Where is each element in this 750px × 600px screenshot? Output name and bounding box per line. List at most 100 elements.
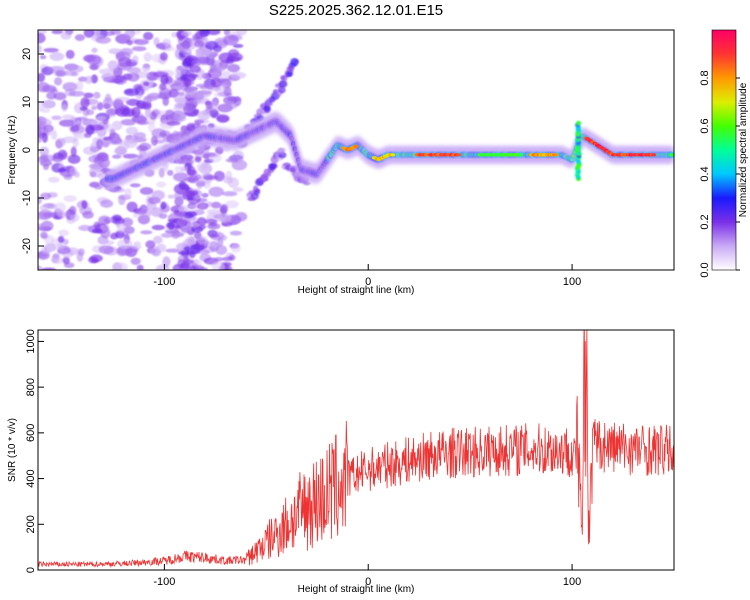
heatmap-cell [181, 30, 192, 37]
heatmap-cell [116, 223, 126, 233]
heatmap-cell [51, 30, 64, 35]
heatmap-cell [141, 64, 151, 72]
top-x-ticks: -100 0 100 [153, 264, 581, 288]
heatmap-cell [178, 250, 189, 256]
heatmap-cell [150, 135, 158, 146]
heatmap-cell [99, 224, 110, 232]
heatmap-cell [152, 235, 163, 245]
bottom-y-tick-label: 600 [25, 424, 37, 442]
heatmap-cell [126, 61, 138, 66]
heatmap-cell [38, 32, 46, 44]
bottom-y-axis-label: SNR (10 * v/v) [7, 418, 18, 482]
heatmap-cell [185, 190, 195, 198]
heatmap-cell [576, 120, 581, 126]
heatmap-cell [138, 114, 146, 125]
heatmap-layer [38, 30, 674, 270]
heatmap-cell [52, 155, 64, 163]
heatmap-cell [165, 248, 181, 253]
bottom-x-tick-label: 0 [365, 576, 371, 588]
heatmap-cell [59, 119, 75, 127]
heatmap-cell [182, 87, 195, 93]
heatmap-cell [136, 145, 149, 152]
heatmap-cell [194, 156, 202, 163]
colorbar-tick-label: 0.8 [699, 70, 711, 85]
top-y-tick-label: -20 [21, 238, 33, 254]
heatmap-cell [189, 65, 201, 73]
heatmap-cell [98, 68, 114, 75]
heatmap-cell [651, 153, 656, 157]
heatmap-cell [226, 56, 241, 62]
heatmap-cell [43, 47, 59, 53]
heatmap-cell [75, 80, 84, 92]
heatmap-cell [205, 40, 219, 50]
heatmap-cell [172, 130, 180, 139]
heatmap-cell [143, 31, 154, 41]
heatmap-cell [142, 81, 150, 86]
heatmap-cell [193, 92, 205, 100]
heatmap-cell [232, 43, 244, 48]
colorbar-tick-label: 0.4 [699, 166, 711, 181]
heatmap-cell [199, 30, 210, 37]
heatmap-cell [47, 176, 60, 183]
colorbar-tick-label: 0.2 [699, 214, 711, 229]
heatmap-cell [160, 232, 173, 238]
heatmap-cell [83, 92, 94, 99]
bottom-y-ticks: 0 200 400 600 800 1000 [25, 329, 44, 573]
heatmap-cell [91, 228, 103, 234]
heatmap-cell [132, 213, 140, 218]
heatmap-cell [93, 185, 103, 190]
heatmap-cell [51, 130, 58, 140]
heatmap-cell [67, 65, 84, 73]
heatmap-cell [65, 49, 75, 59]
colorbar-tick-label: 0.6 [699, 118, 711, 133]
heatmap-cell [166, 169, 174, 176]
heatmap-cell [112, 214, 123, 222]
heatmap-cell [133, 39, 149, 45]
heatmap-cell [115, 52, 125, 58]
heatmap-cell [67, 154, 81, 164]
heatmap-cell [210, 201, 222, 209]
heatmap-cell [127, 67, 141, 74]
heatmap-cell [270, 163, 278, 169]
heatmap-cell [107, 60, 119, 71]
heatmap-cell [183, 256, 190, 265]
heatmap-cell [191, 59, 201, 68]
heatmap-cell [220, 235, 228, 241]
heatmap-cell [195, 48, 204, 54]
heatmap-cell [61, 70, 77, 76]
heatmap-cell [116, 262, 128, 270]
heatmap-cell [216, 114, 230, 123]
heatmap-cell [46, 91, 57, 100]
heatmap-cell [303, 181, 311, 186]
heatmap-cell [51, 254, 60, 264]
heatmap-cell [181, 41, 191, 48]
heatmap-cell [118, 141, 130, 151]
heatmap-cell [279, 80, 287, 88]
heatmap-cell [232, 187, 244, 193]
bottom-y-tick-label: 200 [25, 515, 37, 533]
heatmap-cell [182, 158, 195, 166]
heatmap-cell [54, 202, 66, 213]
heatmap-cell [210, 233, 220, 238]
top-y-ticks: -20 -10 0 10 20 [21, 48, 44, 254]
heatmap-cell [100, 199, 114, 208]
heatmap-cell [187, 73, 199, 78]
heatmap-cell [106, 138, 123, 145]
heatmap-cell [90, 74, 98, 84]
heatmap-cell [194, 174, 202, 181]
heatmap-cell [145, 240, 156, 249]
heatmap-cell [61, 249, 74, 258]
heatmap-cell [143, 52, 152, 62]
top-y-axis-label: Frequency (Hz) [7, 116, 18, 185]
heatmap-cell [123, 226, 135, 235]
heatmap-cell [518, 153, 524, 157]
heatmap-cell [60, 32, 72, 40]
heatmap-cell [160, 74, 169, 85]
heatmap-cell [156, 243, 167, 253]
heatmap-cell [39, 54, 47, 60]
heatmap-cell [183, 246, 191, 252]
heatmap-cell [96, 138, 103, 150]
heatmap-cell [186, 122, 196, 131]
heatmap-cell [196, 202, 209, 210]
